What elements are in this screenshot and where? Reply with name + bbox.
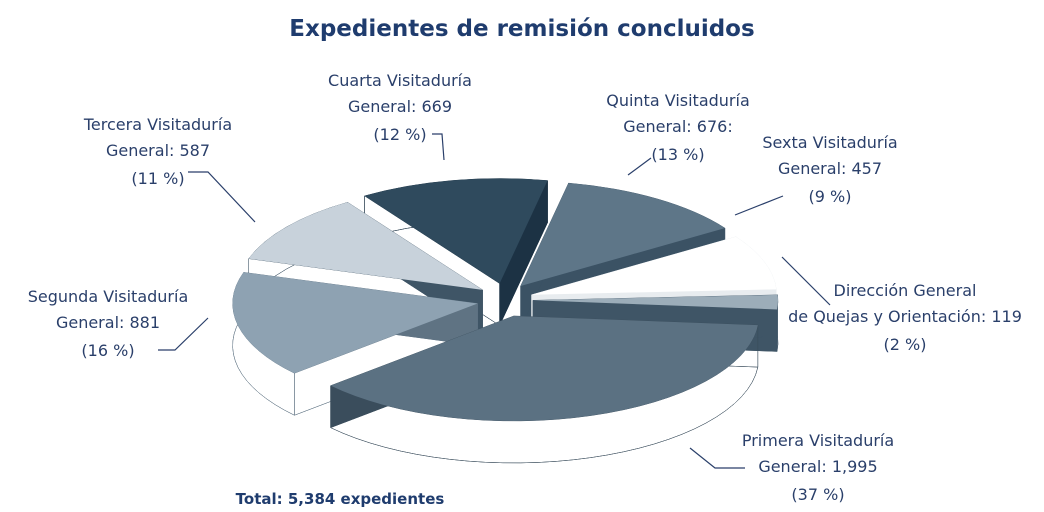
label-line: General: 669: [348, 97, 452, 116]
percent-label: (12 %): [373, 125, 426, 144]
slice-label: Primera Visitaduría General: 1,995: [742, 431, 894, 476]
label-name: General:: [758, 457, 826, 476]
label-line: Primera Visitaduría: [742, 431, 894, 450]
value-label: 676:: [697, 117, 733, 136]
label-line: General: 1,995: [758, 457, 877, 476]
value-label: 1,995: [832, 457, 878, 476]
value-label: 881: [130, 313, 161, 332]
leader-line: [689, 447, 745, 469]
percent-label: (16 %): [81, 341, 134, 360]
percent-label: (37 %): [791, 485, 844, 504]
value-label: 669: [422, 97, 453, 116]
label-name: General:: [778, 159, 846, 178]
slice-label: Sexta Visitaduría General: 457: [762, 133, 897, 178]
total-label: Total: 5,384 expedientes: [236, 490, 445, 508]
slice: [232, 272, 478, 374]
slice: [330, 315, 758, 421]
value-label: 119: [991, 307, 1022, 326]
percent-label: (9 %): [809, 187, 852, 206]
label-line: General: 676:: [623, 117, 732, 136]
value-label: 587: [180, 141, 211, 160]
slice: [248, 202, 483, 290]
slice: [520, 183, 725, 287]
label-line: Sexta Visitaduría: [762, 133, 897, 152]
label-line: Segunda Visitaduría: [28, 287, 189, 306]
label-line: General: 881: [56, 313, 160, 332]
percent-label: (2 %): [884, 335, 927, 354]
label-line: General: 457: [778, 159, 882, 178]
leader-line: [781, 256, 831, 306]
label-line: Tercera Visitaduría: [83, 115, 232, 134]
slice: [364, 178, 548, 284]
slice-label: Dirección General de Quejas y Orientación…: [788, 281, 1022, 326]
percent-label: (13 %): [651, 145, 704, 164]
label-line: General: 587: [106, 141, 210, 160]
percent-label: (11 %): [131, 169, 184, 188]
label-line: Cuarta Visitaduría: [328, 71, 472, 90]
slice-label: Quinta Visitaduría General: 676:: [606, 91, 750, 136]
slice-label: Segunda Visitaduría General: 881: [28, 287, 189, 332]
label-name: General:: [623, 117, 691, 136]
leader-line: [627, 157, 652, 176]
slice-label: Tercera Visitaduría General: 587: [83, 115, 232, 160]
label-name: General:: [106, 141, 174, 160]
leader-line: [158, 317, 209, 351]
label-name: General:: [348, 97, 416, 116]
slice-label: Cuarta Visitaduría General: 669: [328, 71, 472, 116]
label-line: de Quejas y Orientación: 119: [788, 307, 1022, 326]
label-line: Dirección General: [834, 281, 977, 300]
leader-line: [734, 195, 784, 216]
slice: [531, 236, 777, 295]
slice: [532, 294, 778, 310]
chart-title: Expedientes de remisión concluidos: [289, 16, 754, 42]
value-label: 457: [852, 159, 883, 178]
label-name: de Quejas y Orientación:: [788, 307, 986, 326]
label-name: General:: [56, 313, 124, 332]
label-line: Quinta Visitaduría: [606, 91, 750, 110]
leader-line: [432, 133, 445, 161]
leader-line: [188, 171, 256, 223]
